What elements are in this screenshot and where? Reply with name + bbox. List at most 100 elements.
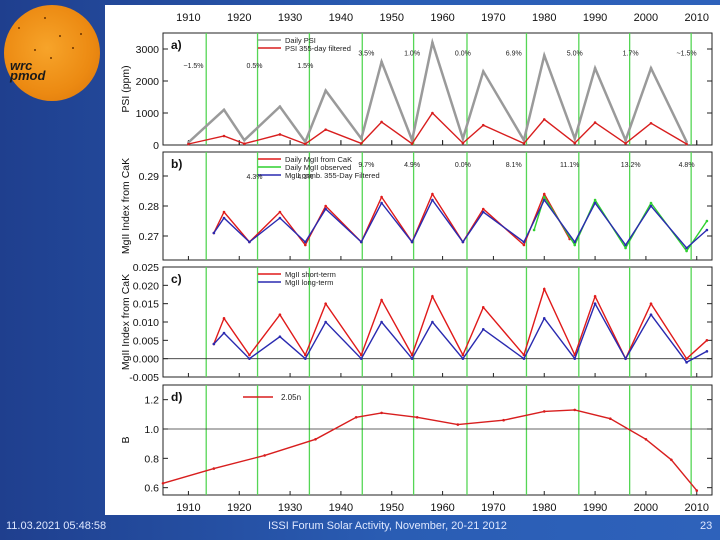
data-point	[624, 142, 627, 145]
data-point	[410, 142, 414, 146]
data-point	[304, 140, 307, 144]
data-point	[248, 357, 251, 360]
footer-page-number: 23	[700, 520, 713, 532]
data-point	[670, 458, 673, 462]
data-point	[243, 142, 246, 146]
legend-entry: MgII long-term	[285, 278, 333, 287]
percent-annotation: 1.7%	[623, 50, 639, 57]
data-point	[685, 361, 688, 364]
legend-entry: MgII comb. 355-Day Filtered	[285, 171, 380, 180]
data-point	[644, 437, 648, 441]
data-point	[685, 357, 688, 360]
y-axis-label: B	[120, 436, 132, 443]
legend-entry: PSI 355-day filtered	[285, 44, 351, 53]
top-x-tick-label-2000: 2000	[634, 12, 658, 24]
top-x-tick-label-1980: 1980	[532, 12, 556, 24]
data-point	[431, 320, 434, 324]
data-point	[278, 313, 282, 316]
top-x-tick-label-1960: 1960	[430, 12, 454, 24]
y-tick-label: 2000	[136, 76, 160, 88]
data-point	[532, 228, 536, 232]
data-point	[456, 423, 460, 426]
data-point	[278, 210, 282, 214]
data-point	[522, 353, 526, 357]
data-point	[624, 357, 627, 360]
y-tick-label: 3000	[136, 44, 160, 56]
data-point	[359, 357, 363, 360]
panel-letter: b)	[171, 157, 182, 171]
bottom-x-tick-label-1940: 1940	[329, 502, 353, 514]
percent-annotation: 0.5%	[247, 63, 263, 70]
percent-annotation: ~1.5%	[183, 63, 203, 70]
top-x-tick-label-1930: 1930	[278, 12, 302, 24]
percent-annotation: 5.0%	[567, 50, 583, 57]
data-point	[593, 295, 597, 298]
bottom-x-tick-label-1980: 1980	[532, 502, 556, 514]
y-tick-label: 0.6	[144, 483, 159, 495]
data-point	[380, 201, 383, 205]
panel-b: 0.27 0.28 0.29 MgII Index from CaK b) Daily M…	[120, 151, 713, 261]
data-point	[542, 54, 546, 57]
data-point	[481, 210, 485, 214]
data-point	[705, 228, 709, 232]
percent-annotation: 3.5%	[358, 50, 374, 57]
data-point	[685, 249, 688, 253]
data-point	[410, 138, 414, 142]
data-point	[705, 350, 709, 353]
data-point	[324, 302, 327, 305]
data-point	[212, 342, 216, 346]
data-point	[410, 353, 414, 357]
data-point	[649, 121, 653, 125]
panel-letter: d)	[171, 390, 182, 404]
y-tick-label: 0.8	[144, 453, 159, 465]
data-point	[431, 192, 434, 196]
panel-c: -0.0050.0000.0050.0100.0150.0200.025MgII…	[120, 262, 713, 384]
percent-annotation: 1.0%	[404, 50, 420, 57]
data-point	[354, 415, 358, 419]
percent-annotation: 0.0%	[455, 162, 471, 169]
legend-entry: Daily MgII from CaK	[285, 155, 352, 164]
percent-annotation: 0.0%	[455, 50, 471, 57]
data-point	[461, 353, 465, 357]
data-point	[248, 353, 251, 357]
top-x-tick-label-1920: 1920	[227, 12, 251, 24]
data-point	[573, 243, 577, 247]
data-point	[304, 353, 307, 357]
data-point	[380, 195, 383, 199]
bottom-x-tick-label-1990: 1990	[583, 502, 607, 514]
data-point	[522, 243, 526, 247]
data-point	[410, 240, 414, 244]
percent-annotation: ~1.5%	[677, 50, 697, 57]
data-point	[222, 216, 226, 220]
data-point	[222, 134, 226, 138]
bottom-x-tick-label-1920: 1920	[227, 502, 251, 514]
data-point	[380, 120, 383, 124]
y-tick-label: 0.010	[133, 317, 159, 329]
y-tick-label: 0.000	[133, 354, 159, 366]
data-point	[278, 133, 282, 136]
data-point	[248, 240, 251, 244]
data-point	[431, 198, 434, 202]
data-point	[542, 195, 546, 199]
data-point	[573, 137, 577, 140]
data-point	[624, 138, 627, 142]
data-point	[481, 123, 485, 127]
data-point	[542, 198, 546, 202]
bottom-x-tick-label-2010: 2010	[685, 502, 709, 514]
data-point	[304, 142, 307, 146]
top-x-tick-label-1970: 1970	[481, 12, 505, 24]
y-tick-label: 0	[153, 140, 159, 152]
bottom-x-tick-label-1960: 1960	[430, 502, 454, 514]
data-point	[593, 302, 597, 305]
footer-event: ISSI Forum Solar Activity, November, 20-…	[268, 520, 507, 532]
bottom-x-tick-label-1930: 1930	[278, 502, 302, 514]
data-point	[649, 313, 653, 316]
top-x-tick-label-1910: 1910	[176, 12, 200, 24]
data-point	[593, 121, 597, 124]
data-point	[609, 417, 612, 421]
data-point	[649, 201, 653, 205]
y-tick-label: -0.005	[129, 372, 159, 384]
y-tick-label: 1000	[136, 108, 160, 120]
y-tick-label: 1.2	[144, 395, 159, 407]
